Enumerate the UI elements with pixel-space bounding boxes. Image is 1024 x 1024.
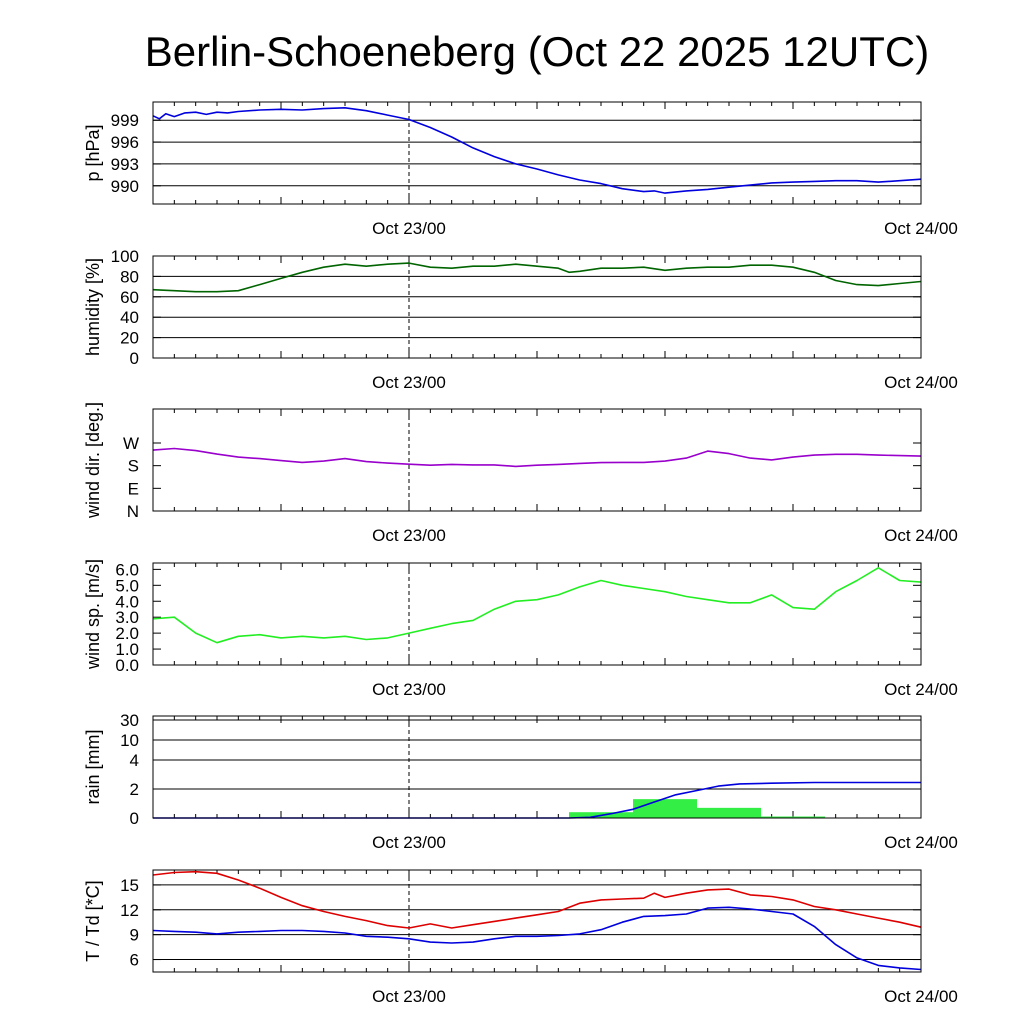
wind_speed-ytick-label: 5.0: [115, 576, 139, 595]
temperature-ytick-label: 15: [120, 876, 139, 895]
wind_speed-ytick-label: 6.0: [115, 560, 139, 579]
humidity-ylabel: humidity [%]: [83, 258, 103, 356]
wind_dir-x-ticks: [152, 409, 922, 511]
rain-series-0-line: [153, 781, 921, 819]
humidity-ytick-label: 0: [130, 349, 139, 368]
rain-ytick-label: 2: [130, 780, 139, 799]
humidity-ytick-label: 40: [120, 308, 139, 327]
temperature-frame: [152, 869, 922, 973]
pressure-xtick-label: Oct 24/00: [884, 219, 958, 238]
pressure-x-ticks: [152, 102, 922, 204]
rain-bar: [633, 799, 697, 818]
humidity-ytick-label: 80: [120, 267, 139, 286]
temperature-ytick-label: 12: [120, 901, 139, 920]
humidity-xtick-label: Oct 23/00: [372, 373, 446, 392]
rain-bar: [761, 816, 825, 818]
wind_speed-ytick-label: 2.0: [115, 624, 139, 643]
humidity-ytick-label: 20: [120, 329, 139, 348]
wind_speed-ytick-label: 1.0: [115, 640, 139, 659]
wind_dir-ytick-label: E: [128, 479, 139, 498]
wind_dir-ytick-label: W: [123, 434, 139, 453]
wind_speed-series-0-line: [152, 567, 922, 644]
pressure-ytick-label: 999: [111, 111, 139, 130]
wind_dir-xtick-label: Oct 24/00: [884, 526, 958, 545]
humidity-ytick-label: 100: [111, 247, 139, 266]
wind_dir-series-0-line: [152, 447, 922, 468]
wind_speed-ytick-label: 0.0: [115, 656, 139, 675]
humidity-x-ticks: [152, 256, 922, 358]
panel-pressure: 990 993 996 999 Oct 23/00 Oct 24/00 p [hPa]: [83, 101, 958, 238]
pressure-xtick-label: Oct 23/00: [372, 219, 446, 238]
rain-ytick-label: 0: [130, 809, 139, 828]
pressure-ytick-label: 993: [111, 155, 139, 174]
temperature-series-0-line: [152, 870, 922, 929]
panel-wind_speed: 0.01.02.03.04.05.06.0 Oct 23/00 Oct 24/00 w…: [83, 559, 958, 699]
humidity-xtick-label: Oct 24/00: [884, 373, 958, 392]
temperature-ytick-label: 9: [130, 926, 139, 945]
wind_speed-ytick-label: 4.0: [115, 592, 139, 611]
wind_dir-ytick-label: S: [128, 457, 139, 476]
wind_speed-xtick-label: Oct 23/00: [372, 680, 446, 699]
panel-temperature: 6 9 12 15 Oct 23/00 Oct 24/00 T / Td [*C]: [83, 869, 958, 1006]
pressure-series-0-line: [152, 107, 922, 194]
wind_dir-ylabel: wind dir. [deg.]: [83, 402, 103, 519]
pressure-ytick-label: 996: [111, 133, 139, 152]
wind_dir-frame: [152, 408, 922, 512]
temperature-series-1-line: [152, 906, 922, 971]
temperature-ytick-label: 6: [130, 951, 139, 970]
rain-frame: [152, 715, 922, 819]
pressure-ylabel: p [hPa]: [83, 124, 103, 181]
rain-ytick-label: 4: [130, 751, 139, 770]
humidity-frame: [152, 255, 922, 359]
rain-xtick-label: Oct 23/00: [372, 833, 446, 852]
wind_speed-xtick-label: Oct 24/00: [884, 680, 958, 699]
rain-bar: [697, 807, 761, 818]
humidity-series-0-line: [152, 262, 922, 293]
temperature-xtick-label: Oct 23/00: [372, 987, 446, 1006]
rain-xtick-label: Oct 24/00: [884, 833, 958, 852]
humidity-ytick-label: 60: [120, 288, 139, 307]
wind_speed-frame: [152, 562, 922, 666]
rain-ylabel: rain [mm]: [83, 729, 103, 804]
chart-title: Berlin-Schoeneberg (Oct 22 2025 12UTC): [145, 28, 929, 75]
wind_speed-ytick-label: 3.0: [115, 608, 139, 627]
wind_speed-ylabel: wind sp. [m/s]: [83, 559, 103, 670]
pressure-frame: [152, 101, 922, 205]
wind_dir-xtick-label: Oct 23/00: [372, 526, 446, 545]
pressure-ytick-label: 990: [111, 177, 139, 196]
wind_dir-ytick-label: N: [127, 502, 139, 521]
temperature-xtick-label: Oct 24/00: [884, 987, 958, 1006]
temperature-ylabel: T / Td [*C]: [83, 880, 103, 961]
rain-ytick-label: 10: [120, 731, 139, 750]
rain-ytick-label: 30: [120, 711, 139, 730]
